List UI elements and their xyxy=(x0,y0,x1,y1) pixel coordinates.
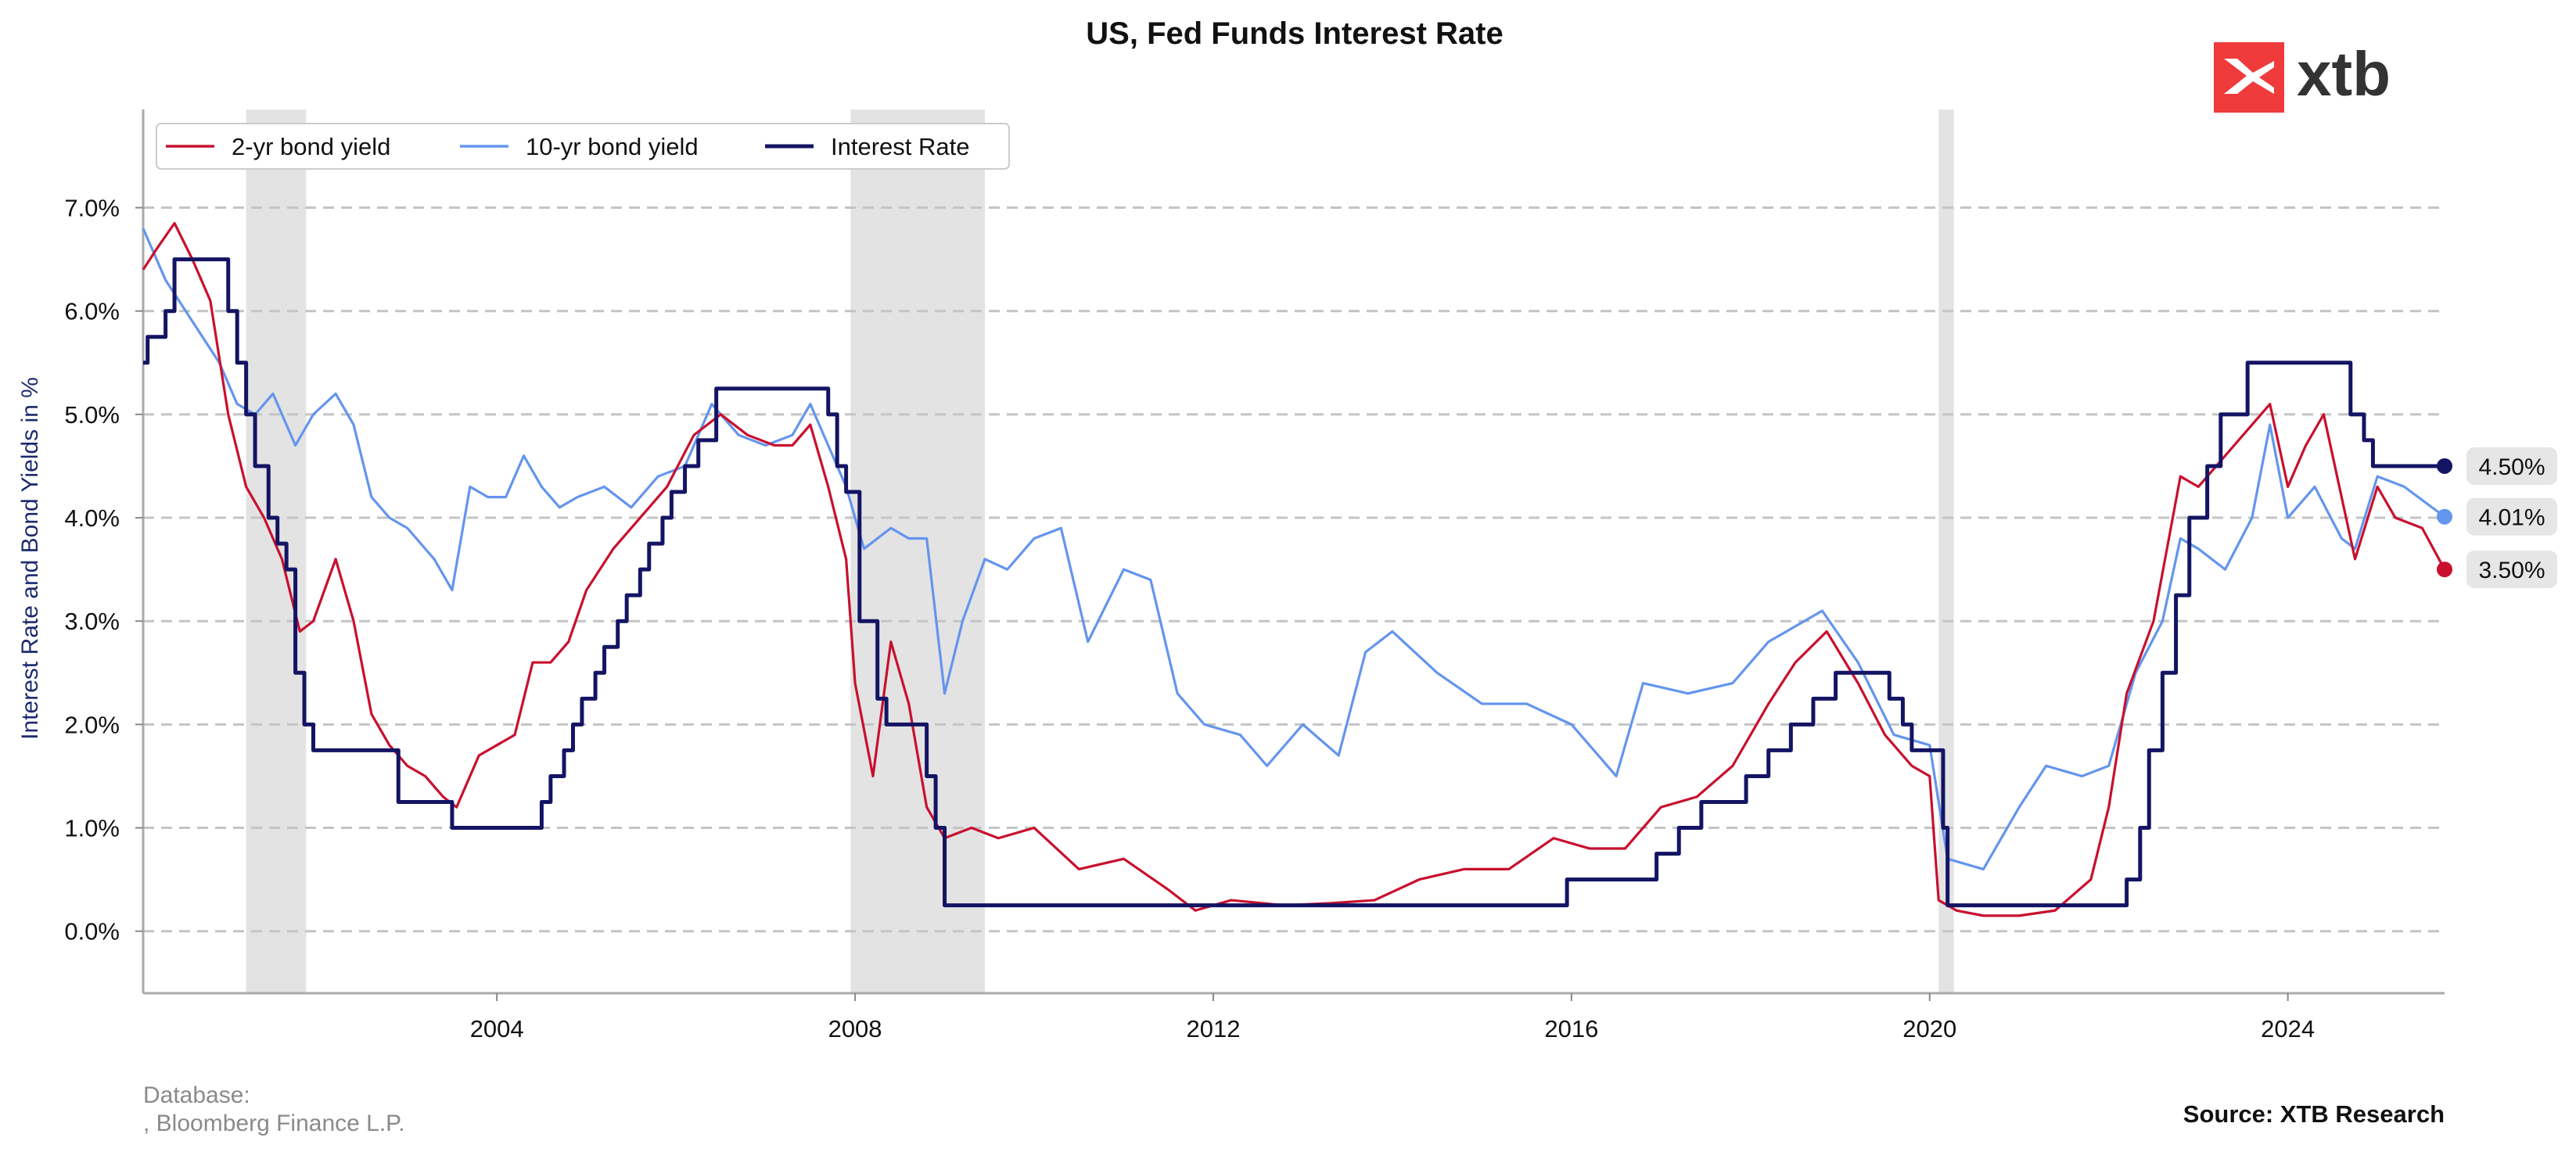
logo-text: xtb xyxy=(2297,39,2391,109)
y-tick-label: 6.0% xyxy=(64,298,120,325)
end-label-box xyxy=(2466,497,2557,536)
10-yr-bond-yield-line xyxy=(142,228,2445,870)
end-label-text: 4.50% xyxy=(2478,454,2545,480)
plot-area xyxy=(142,221,2446,917)
2-yr-bond-yield-line xyxy=(142,221,2446,917)
y-tick-label: 3.0% xyxy=(64,608,120,635)
x-tick-label: 2004 xyxy=(470,1015,524,1042)
recession-bands xyxy=(246,109,1954,993)
end-label-marker xyxy=(2437,508,2452,525)
x-tick-label: 2016 xyxy=(1544,1015,1598,1042)
y-tick-label: 0.0% xyxy=(64,918,120,946)
end-label-marker xyxy=(2437,562,2452,578)
footer-source: Source: XTB Research xyxy=(2183,1100,2445,1128)
y-axis-ticks: 0.0% 1.0% 2.0% 3.0% 4.0% 5.0% 6.0% 7.0% xyxy=(64,195,143,946)
y-tick-label: 1.0% xyxy=(64,815,120,842)
gridlines xyxy=(143,206,2445,933)
y-tick-label: 2.0% xyxy=(64,711,120,738)
x-tick-label: 2012 xyxy=(1186,1015,1240,1042)
legend-entry: 2-yr bond yield xyxy=(232,133,390,160)
y-axis-label: Interest Rate and Bond Yields in % xyxy=(17,377,43,740)
legend-entry: Interest Rate xyxy=(831,133,969,160)
y-tick-label: 5.0% xyxy=(64,401,120,429)
end-label-marker xyxy=(2437,458,2452,474)
footer-database-label: Database: xyxy=(143,1082,250,1108)
legend-frame xyxy=(156,123,1010,170)
axes xyxy=(142,109,2445,995)
y-tick-label: 7.0% xyxy=(64,195,120,222)
x-tick-label: 2020 xyxy=(1902,1015,1956,1042)
footer-database-source: , Bloomberg Finance L.P. xyxy=(143,1111,405,1136)
xtb-logo: xtb xyxy=(2214,39,2391,113)
logo-x-glyph-icon xyxy=(2224,59,2274,94)
x-tick-label: 2024 xyxy=(2261,1015,2315,1042)
chart-title: US, Fed Funds Interest Rate xyxy=(1086,16,1503,51)
end-label-text: 4.01% xyxy=(2478,505,2545,531)
recession-band xyxy=(850,109,986,993)
x-axis-ticks: 2004 2008 2012 2016 2020 2024 xyxy=(470,993,2315,1042)
y-tick-label: 4.0% xyxy=(64,504,120,532)
end-labels: 4.50% 4.01% 3.50% xyxy=(2437,447,2557,589)
end-label-text: 3.50% xyxy=(2478,558,2545,583)
legend: 2-yr bond yield 10-yr bond yield Interest … xyxy=(156,123,1010,170)
end-label-box xyxy=(2466,447,2557,485)
end-label-box xyxy=(2466,551,2557,589)
legend-entry: 10-yr bond yield xyxy=(526,133,699,160)
x-tick-label: 2008 xyxy=(828,1015,882,1042)
recession-band xyxy=(246,109,307,993)
interest-rate-line xyxy=(143,257,2445,908)
